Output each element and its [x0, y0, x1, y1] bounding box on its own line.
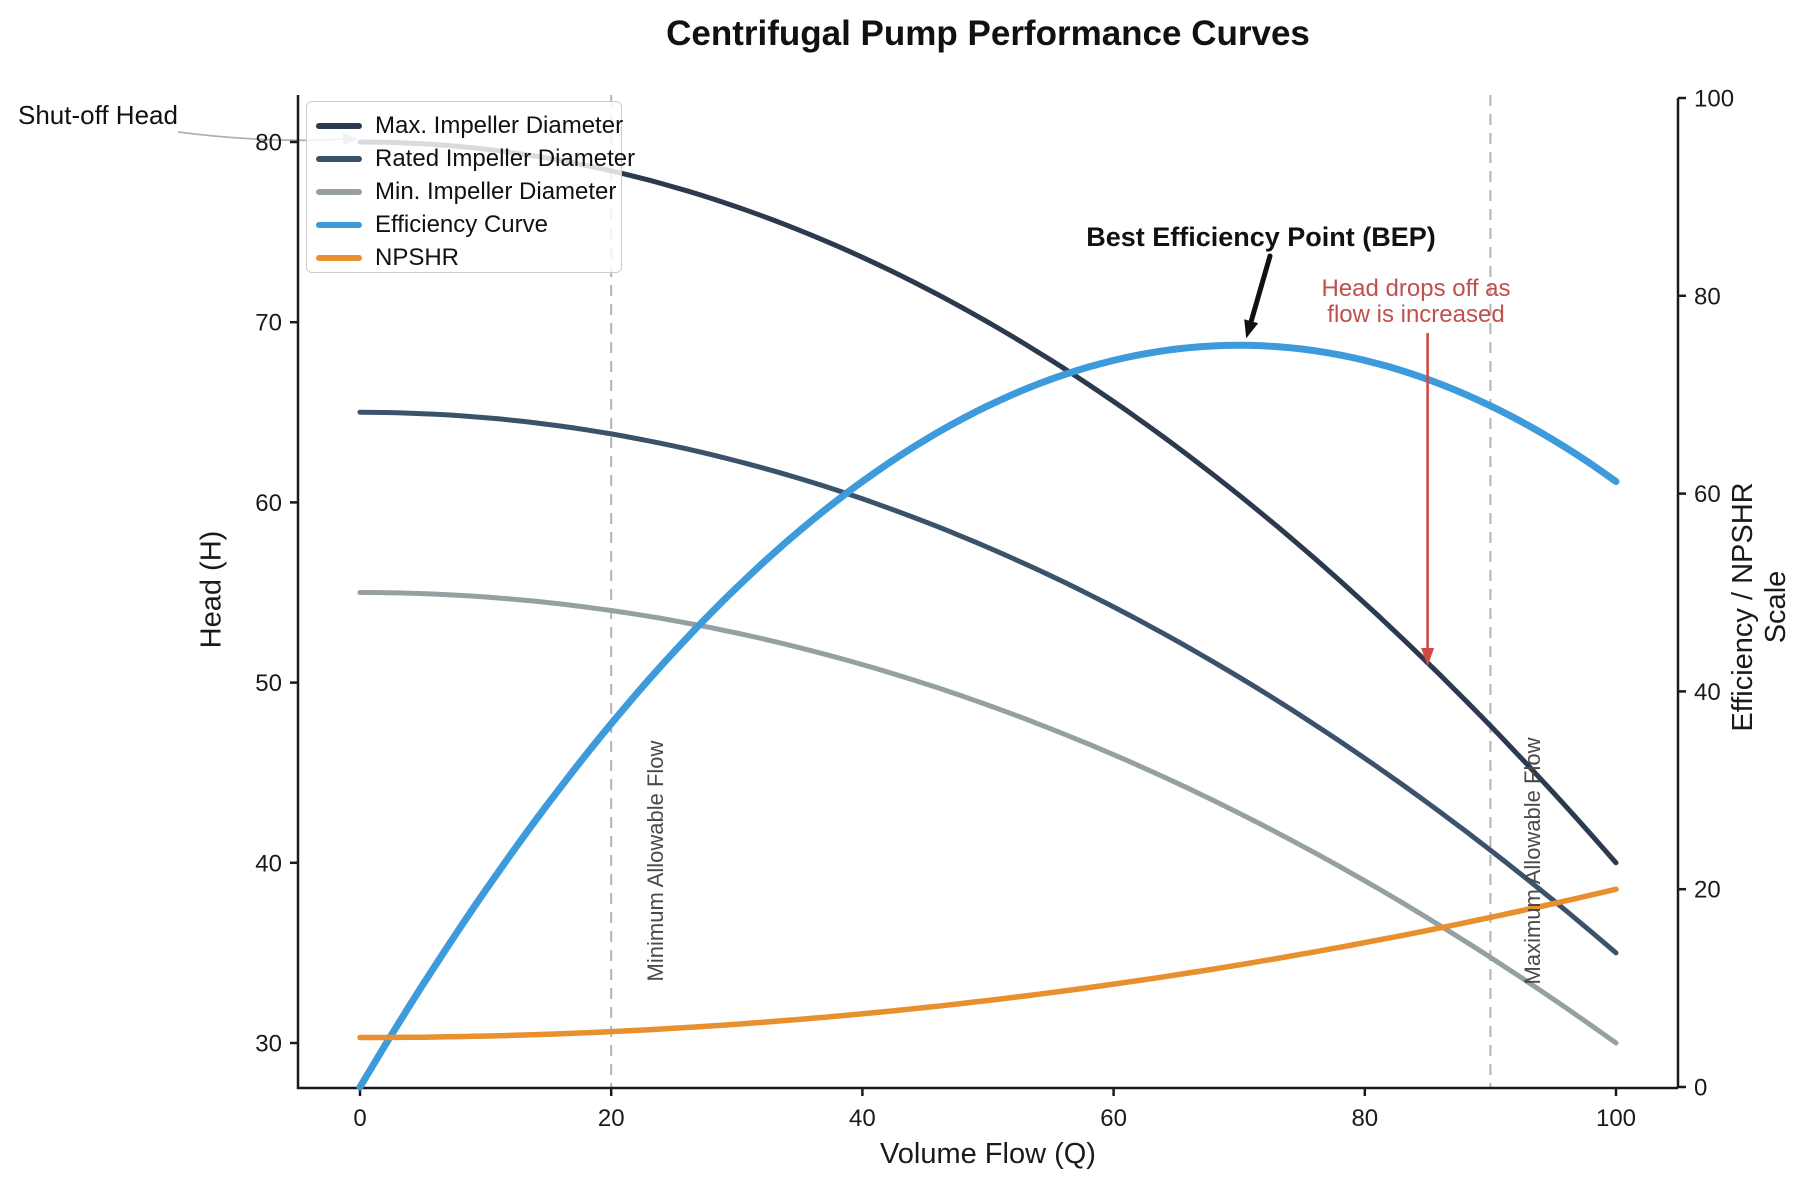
- y-left-tick-label: 50: [255, 670, 282, 697]
- curve-rated-impeller-diameter: [357, 409, 1619, 956]
- x-tick-label: 40: [849, 1105, 876, 1132]
- legend-item-min-impeller: Min. Impeller Diameter: [316, 175, 621, 208]
- bep-annotation: Best Efficiency Point (BEP): [1086, 222, 1436, 252]
- x-tick-label: 20: [598, 1105, 625, 1132]
- legend-swatch-efficiency: [316, 221, 362, 228]
- x-axis-label: Volume Flow (Q): [880, 1138, 1096, 1170]
- legend-label: NPSHR: [375, 243, 460, 271]
- legend-label: Min. Impeller Diameter: [375, 177, 617, 205]
- y-right-tick-label: 20: [1694, 877, 1721, 904]
- legend-item-efficiency: Efficiency Curve: [316, 208, 621, 241]
- y-right-tick-label: 80: [1694, 283, 1721, 310]
- curve-efficiency-curve: [356, 341, 1620, 1091]
- curve-min-impeller-diameter: [357, 590, 1619, 1046]
- shutoff-head-annotation: Shut-off Head: [18, 100, 178, 130]
- chart-title: Centrifugal Pump Performance Curves: [666, 14, 1310, 53]
- y-right-tick-label: 0: [1694, 1075, 1707, 1102]
- legend-swatch-npshr: [316, 254, 362, 261]
- y-left-tick-label: 60: [255, 490, 282, 517]
- head-drop-line2: flow is increased: [1327, 301, 1505, 328]
- legend-item-rated-impeller: Rated Impeller Diameter: [316, 142, 635, 175]
- bep-arrowhead: [1244, 319, 1259, 339]
- x-tick-label: 0: [353, 1105, 366, 1132]
- legend-item-max-impeller: Max. Impeller Diameter: [316, 109, 624, 142]
- y-left-tick-label: 40: [255, 850, 282, 877]
- legend-swatch-max-impeller: [316, 122, 362, 129]
- axis-spines-left-bottom: [296, 95, 1678, 1090]
- legend-label: Rated Impeller Diameter: [375, 144, 636, 172]
- y-left-tick-label: 70: [255, 310, 282, 337]
- x-tick-label: 80: [1351, 1105, 1378, 1132]
- x-tick-label: 100: [1596, 1105, 1636, 1132]
- y-left-tick-label: 30: [255, 1031, 282, 1058]
- legend-swatch-rated-impeller: [316, 155, 362, 162]
- bep-arrow: [1248, 253, 1273, 324]
- legend-item-npshr: NPSHR: [316, 241, 621, 274]
- head-drop-arrowhead: [1421, 648, 1435, 666]
- legend: Max. Impeller Diameter Rated Impeller Di…: [306, 101, 635, 274]
- min-allowable-flow-label: Minimum Allowable Flow: [643, 740, 668, 982]
- y-axis-label-left: Head (H): [195, 530, 228, 649]
- y-right-tick-label: 40: [1694, 679, 1721, 706]
- y-right-tick-label: 100: [1694, 86, 1734, 113]
- legend-label: Max. Impeller Diameter: [375, 111, 624, 139]
- legend-swatch-min-impeller: [316, 188, 362, 195]
- head-drop-annotation: Head drops off as flow is increased: [1266, 276, 1566, 328]
- legend-label: Efficiency Curve: [375, 210, 548, 238]
- y-axis-label-right: Efficiency / NPSHR Scale: [1727, 482, 1792, 732]
- y-right-tick-label: 60: [1694, 481, 1721, 508]
- max-allowable-flow-label: Maximum Allowable Flow: [1520, 737, 1545, 985]
- x-tick-label: 60: [1100, 1105, 1127, 1132]
- curve-npshr: [357, 886, 1619, 1041]
- y-left-tick-label: 80: [255, 130, 282, 157]
- head-drop-line1: Head drops off as: [1321, 275, 1511, 302]
